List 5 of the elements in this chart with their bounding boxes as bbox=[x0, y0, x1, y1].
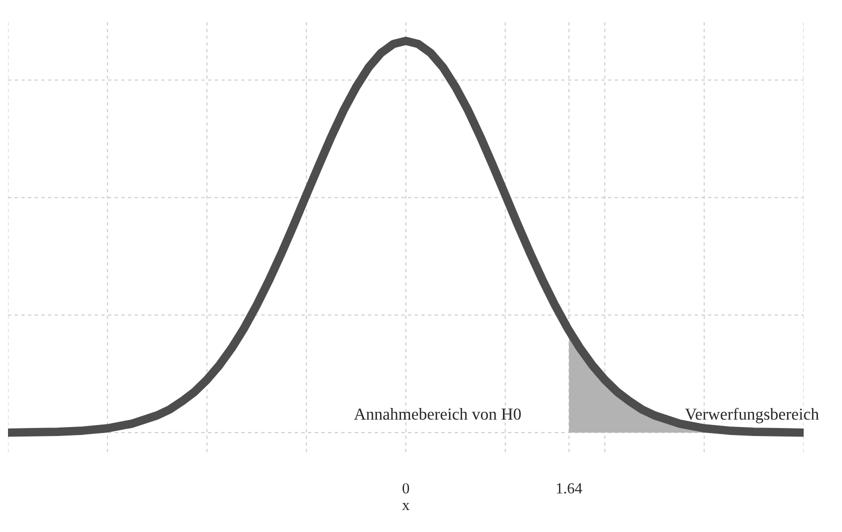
annotation: Verwerfungsbereich bbox=[685, 408, 819, 424]
x-tick-label: 1.64 bbox=[556, 483, 582, 494]
annotation: Annahmebereich von H0 bbox=[354, 408, 521, 420]
x-tick-label: 0 bbox=[402, 483, 410, 494]
x-axis-title: x bbox=[402, 502, 410, 510]
